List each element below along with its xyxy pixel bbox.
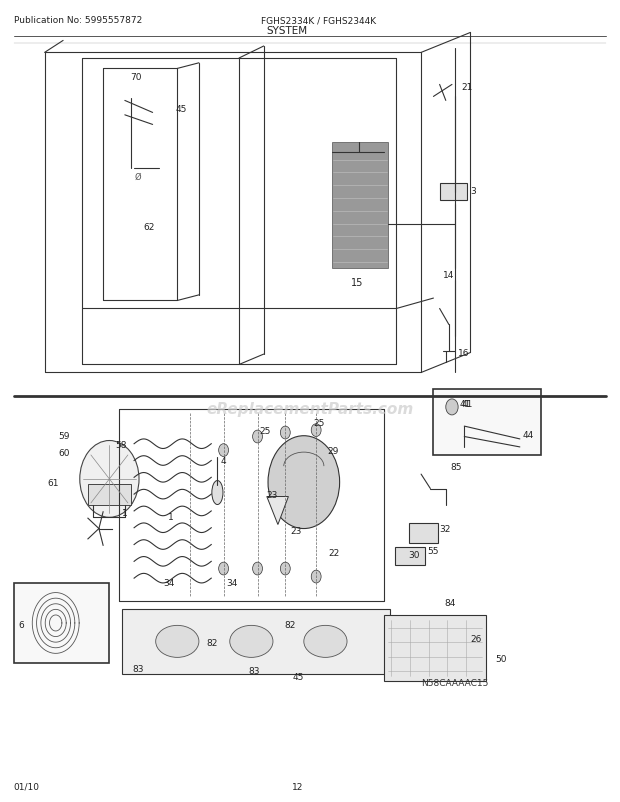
Text: Publication No: 5995557872: Publication No: 5995557872 [14,16,142,25]
Ellipse shape [156,626,199,658]
Text: 1: 1 [122,508,128,517]
Text: 26: 26 [471,634,482,644]
Text: 50: 50 [495,654,507,662]
Circle shape [252,562,262,575]
Text: 59: 59 [58,431,69,440]
Text: 25: 25 [259,427,271,435]
Text: 29: 29 [327,446,339,455]
Bar [88,484,131,505]
Text: 83: 83 [248,666,260,674]
Circle shape [280,562,290,575]
Text: 23: 23 [290,526,301,535]
Text: 32: 32 [440,525,451,533]
Text: SYSTEM: SYSTEM [267,26,308,36]
Bar [14,583,109,663]
Text: 61: 61 [48,478,59,487]
Circle shape [280,427,290,439]
Text: 41: 41 [459,399,471,409]
Text: 84: 84 [445,598,456,607]
Text: 23: 23 [267,490,278,499]
Text: 45: 45 [293,672,304,681]
Circle shape [311,570,321,583]
Text: 45: 45 [175,105,187,114]
FancyBboxPatch shape [409,523,438,543]
Text: eReplacementParts.com: eReplacementParts.com [206,402,414,416]
Text: 30: 30 [409,550,420,559]
Bar [332,143,388,269]
Text: 34: 34 [163,579,174,588]
Text: 41: 41 [461,399,472,409]
Text: 44: 44 [523,430,534,439]
Text: 6: 6 [18,620,24,630]
Ellipse shape [230,626,273,658]
Ellipse shape [304,626,347,658]
Text: 58: 58 [115,440,127,449]
Text: 12: 12 [291,782,303,791]
Circle shape [219,444,229,457]
Text: 55: 55 [427,547,439,556]
Text: 60: 60 [59,448,70,457]
Text: 21: 21 [461,83,472,91]
Text: 70: 70 [130,73,141,82]
Text: 25: 25 [313,418,324,427]
Circle shape [252,431,262,444]
Text: 82: 82 [206,638,218,647]
Text: 4: 4 [221,456,226,465]
Circle shape [219,562,229,575]
Text: 85: 85 [451,462,463,471]
Bar [433,390,541,456]
Text: Ø: Ø [134,172,141,182]
Text: 34: 34 [227,579,238,588]
FancyBboxPatch shape [440,184,467,201]
Text: 14: 14 [443,270,454,279]
Circle shape [268,436,340,529]
Text: 62: 62 [143,222,155,231]
Text: 15: 15 [352,277,364,288]
Text: N58CAAAAC15: N58CAAAAC15 [421,678,489,687]
Text: 3: 3 [471,187,476,196]
Text: 01/10: 01/10 [14,782,40,791]
Text: 1: 1 [168,512,174,521]
Circle shape [80,441,139,517]
Circle shape [311,424,321,437]
Text: 16: 16 [458,349,469,358]
Circle shape [446,399,458,415]
Bar [122,609,390,674]
Text: 83: 83 [133,664,144,673]
Text: 22: 22 [329,549,340,557]
Bar [384,615,486,681]
Text: 82: 82 [284,620,296,630]
FancyBboxPatch shape [395,547,425,565]
Ellipse shape [212,481,223,505]
Text: FGHS2334K / FGHS2344K: FGHS2334K / FGHS2344K [260,16,376,25]
Polygon shape [267,497,288,525]
